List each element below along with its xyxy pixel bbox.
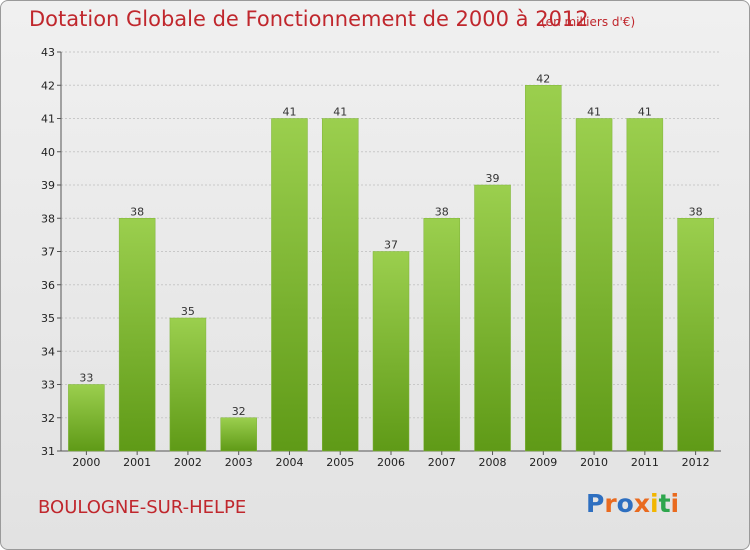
bar-2008[interactable] — [474, 184, 511, 452]
chart-subtitle: (en milliers d'€) — [541, 15, 636, 29]
data-label: 41 — [282, 106, 296, 119]
bar-2001[interactable] — [118, 218, 156, 452]
x-tick-label: 2003 — [225, 456, 253, 469]
x-tick-label: 2012 — [682, 456, 710, 469]
x-tick-label: 2010 — [580, 456, 608, 469]
x-tick-label: 2001 — [123, 456, 151, 469]
data-label: 41 — [638, 106, 652, 119]
logo-letter: x — [633, 489, 650, 518]
data-label: 42 — [536, 72, 550, 85]
data-label: 32 — [232, 405, 246, 418]
bar-2003[interactable] — [220, 417, 257, 452]
city-name: BOULOGNE-SUR-HELPE — [38, 497, 247, 518]
bar-2007[interactable] — [423, 218, 461, 452]
data-label: 33 — [79, 372, 93, 385]
logo-letter: i — [670, 489, 680, 518]
y-tick-label: 40 — [41, 146, 55, 159]
x-tick-label: 2009 — [529, 456, 557, 469]
y-tick-label: 42 — [41, 79, 55, 92]
y-tick-label: 39 — [41, 179, 55, 192]
bars — [68, 85, 714, 452]
data-label: 37 — [384, 239, 398, 252]
bar-2012[interactable] — [677, 218, 714, 452]
bar-2006[interactable] — [372, 251, 410, 452]
proxiti-logo[interactable]: Proxiti — [586, 489, 679, 518]
bar-2005[interactable] — [321, 118, 359, 452]
data-label: 41 — [587, 106, 601, 119]
x-tick-label: 2004 — [275, 456, 303, 469]
y-tick-label: 36 — [41, 279, 55, 292]
y-tick-label: 32 — [41, 412, 55, 425]
data-label: 38 — [130, 205, 144, 218]
data-label: 38 — [435, 205, 449, 218]
y-tick-label: 41 — [41, 113, 55, 126]
logo-letter: t — [658, 489, 671, 518]
x-tick-label: 2000 — [72, 456, 100, 469]
x-tick-label: 2008 — [479, 456, 507, 469]
y-tick-label: 33 — [41, 379, 55, 392]
y-tick-label: 34 — [41, 345, 55, 358]
data-label: 39 — [486, 172, 500, 185]
bar-2000[interactable] — [68, 384, 105, 452]
data-labels: 33 38 35 32 41 41 37 38 39 42 41 41 38 — [79, 72, 702, 418]
bar-2009[interactable] — [525, 85, 562, 452]
chart-title: Dotation Globale de Fonctionnement de 20… — [29, 7, 589, 31]
bar-2010[interactable] — [575, 118, 613, 452]
logo-letter: o — [616, 489, 634, 518]
bar-2002[interactable] — [169, 317, 207, 452]
y-tick-label: 35 — [41, 312, 55, 325]
bar-2011[interactable] — [626, 118, 664, 452]
x-tick-label: 2007 — [428, 456, 456, 469]
logo-letter: r — [604, 489, 617, 518]
x-tick-label: 2002 — [174, 456, 202, 469]
y-tick-label: 43 — [41, 46, 55, 59]
data-label: 35 — [181, 305, 195, 318]
y-tick-label: 38 — [41, 212, 55, 225]
x-tick-labels: 2000 2001 2002 2003 2004 2005 2006 2007 2008 2009… — [72, 456, 709, 469]
data-label: 38 — [689, 205, 703, 218]
x-tick-label: 2005 — [326, 456, 354, 469]
y-tick-label: 37 — [41, 246, 55, 259]
x-tick-label: 2006 — [377, 456, 405, 469]
data-label: 41 — [333, 106, 347, 119]
bar-2004[interactable] — [271, 118, 308, 452]
y-tick-labels: 31 32 33 34 35 36 37 38 39 40 41 42 43 — [41, 46, 55, 458]
logo-letter: i — [650, 489, 659, 518]
x-tick-label: 2011 — [631, 456, 659, 469]
y-tick-label: 31 — [41, 445, 55, 458]
logo-letter: P — [586, 489, 605, 518]
